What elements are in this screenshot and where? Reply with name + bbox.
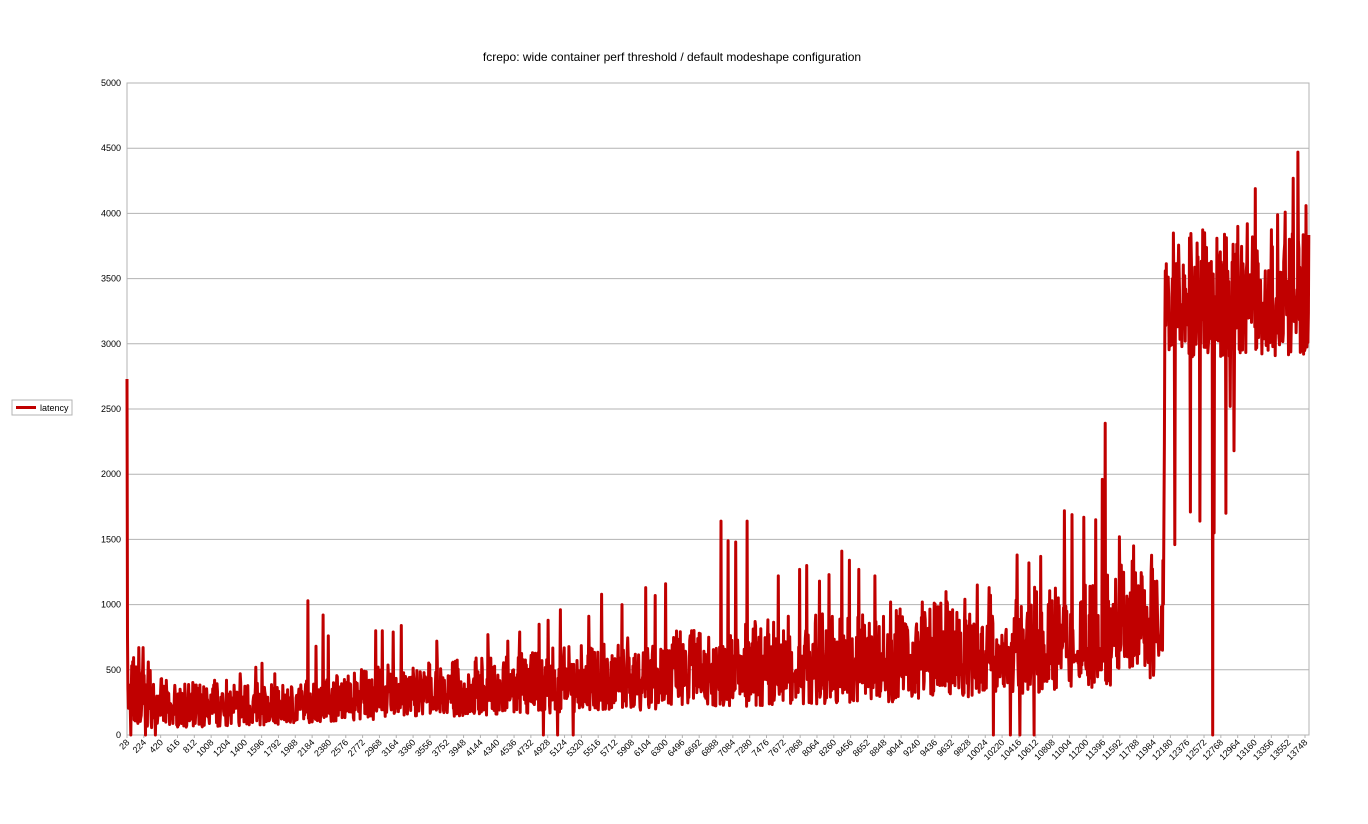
latency-line (125, 150, 1311, 737)
x-tick-label: 1400 (228, 737, 249, 758)
x-tick-label: 4340 (480, 737, 501, 758)
x-tick-label: 1204 (211, 737, 232, 758)
x-tick-label: 8848 (867, 737, 888, 758)
x-tick-label: 3556 (413, 737, 434, 758)
x-tick-label: 8064 (800, 737, 821, 758)
x-tick-label: 6496 (666, 737, 687, 758)
x-tick-label: 420 (147, 737, 165, 755)
y-tick-label: 2500 (101, 404, 121, 414)
x-tick-label: 2968 (363, 737, 384, 758)
x-tick-label: 7476 (750, 737, 771, 758)
x-tick-label: 9240 (901, 737, 922, 758)
y-tick-label: 0 (116, 730, 121, 740)
x-tick-label: 3948 (447, 737, 468, 758)
x-tick-label: 5516 (581, 737, 602, 758)
y-tick-label: 1500 (101, 534, 121, 544)
x-tick-label: 7672 (766, 737, 787, 758)
x-tick-label: 6104 (632, 737, 653, 758)
x-tick-label: 1792 (262, 737, 283, 758)
y-tick-label: 1000 (101, 600, 121, 610)
x-tick-label: 2380 (312, 737, 333, 758)
y-tick-label: 4000 (101, 208, 121, 218)
legend-box (11, 399, 73, 416)
x-tick-label: 3164 (379, 737, 400, 758)
x-tick-label: 6300 (649, 737, 670, 758)
latency-series (125, 150, 1311, 737)
x-tick-label: 3360 (396, 737, 417, 758)
x-tick-label: 9436 (918, 737, 939, 758)
y-tick-label: 2000 (101, 469, 121, 479)
x-tick-label: 6888 (699, 737, 720, 758)
x-tick-label: 4536 (497, 737, 518, 758)
x-tick-label: 8652 (851, 737, 872, 758)
x-tick-label: 5320 (565, 737, 586, 758)
x-tick-label: 1988 (278, 737, 299, 758)
x-tick-label: 2184 (295, 737, 316, 758)
x-tick-label: 6692 (682, 737, 703, 758)
x-tick-label: 4732 (514, 737, 535, 758)
legend-label-latency: latency (40, 403, 69, 413)
x-tick-label: 7084 (716, 737, 737, 758)
y-tick-label: 3500 (101, 274, 121, 284)
x-tick-label: 9044 (884, 737, 905, 758)
x-tick-label: 7868 (783, 737, 804, 758)
x-tick-label: 1596 (245, 737, 266, 758)
legend: latency (11, 399, 73, 416)
x-tick-label: 2772 (346, 737, 367, 758)
x-tick-label: 2576 (329, 737, 350, 758)
x-tick-label: 8456 (834, 737, 855, 758)
x-tick-label: 224 (131, 737, 149, 755)
x-tick-label: 7280 (733, 737, 754, 758)
x-axis-tick-labels: 28 224 420 616 81210081204140015961792198821… (117, 735, 1309, 762)
x-tick-label: 9632 (935, 737, 956, 758)
chart-title: fcrepo: wide container perf threshold / … (483, 50, 861, 64)
x-tick-label: 8260 (817, 737, 838, 758)
x-tick-label: 4928 (531, 737, 552, 758)
x-tick-label: 4144 (464, 737, 485, 758)
y-axis-tick-labels: 0 500 1000 1500 2000 2500 3000 3500 4000 4500 5000 (101, 78, 121, 740)
x-tick-label: 1008 (194, 737, 215, 758)
y-tick-label: 3000 (101, 339, 121, 349)
x-tick-label: 5908 (615, 737, 636, 758)
y-tick-label: 4500 (101, 143, 121, 153)
y-tick-label: 5000 (101, 78, 121, 88)
x-tick-label: 616 (164, 737, 182, 755)
x-tick-label: 3752 (430, 737, 451, 758)
x-tick-label: 5712 (598, 737, 619, 758)
x-tick-label: 5124 (548, 737, 569, 758)
y-tick-label: 500 (106, 665, 121, 675)
